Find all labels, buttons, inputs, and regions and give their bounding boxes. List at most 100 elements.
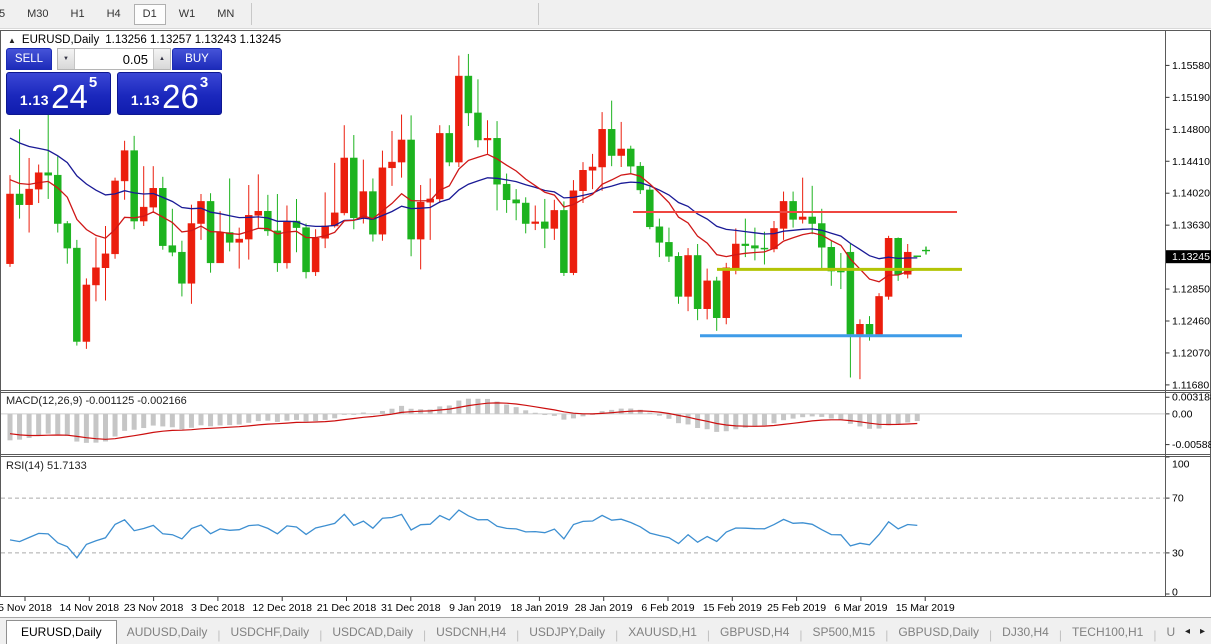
svg-text:25 Feb 2019: 25 Feb 2019 (767, 602, 826, 614)
tab-divider: | (217, 627, 221, 642)
svg-text:14 Nov 2018: 14 Nov 2018 (60, 602, 120, 614)
svg-text:1.12850: 1.12850 (1172, 284, 1210, 296)
svg-text:1.12070: 1.12070 (1172, 347, 1210, 359)
symbol-tab-eurusd-daily[interactable]: EURUSD,Daily (6, 620, 117, 644)
chevron-down-icon: ▼ (63, 56, 69, 62)
svg-text:18 Jan 2019: 18 Jan 2019 (510, 602, 568, 614)
volume-decrease-button[interactable]: ▼ (58, 49, 75, 69)
svg-text:1.14020: 1.14020 (1172, 188, 1210, 200)
svg-text:9 Jan 2019: 9 Jan 2019 (449, 602, 501, 614)
scroll-tabs-right-icon[interactable]: ▸ (1199, 626, 1205, 637)
svg-text:3 Dec 2018: 3 Dec 2018 (191, 602, 245, 614)
toolbar-divider (251, 3, 253, 25)
tab-divider: | (1153, 627, 1157, 642)
timeframe-button-w1[interactable]: W1 (170, 4, 205, 25)
sell-price-panel[interactable]: 1.13 24 5 (6, 72, 111, 115)
indicator-axes[interactable]: 0.003188 0.00 -0.005889 100 70 30 0 (1165, 392, 1211, 599)
svg-text:6 Mar 2019: 6 Mar 2019 (834, 602, 887, 614)
symbol-tab-dj30-h4[interactable]: DJ30,H4 (1002, 625, 1049, 639)
svg-text:1.11680: 1.11680 (1172, 379, 1209, 391)
timeframe-button-m30[interactable]: M30 (18, 4, 57, 25)
tab-divider: | (799, 627, 803, 642)
scroll-tabs-left-icon[interactable]: ◂ (1184, 626, 1190, 637)
sell-price-figure: 1.13 (19, 92, 50, 108)
chevron-up-icon: ▲ (159, 56, 165, 62)
buy-price-pips: 26 (162, 77, 199, 115)
svg-text:70: 70 (1172, 493, 1184, 505)
tab-divider: | (516, 627, 520, 642)
svg-text:15 Feb 2019: 15 Feb 2019 (703, 602, 762, 614)
symbol-tab-usdcnh-h4[interactable]: USDCNH,H4 (436, 625, 507, 639)
candles-layer (6, 53, 921, 380)
timeframe-button-h4[interactable]: H4 (98, 4, 130, 25)
svg-text:12 Dec 2018: 12 Dec 2018 (252, 602, 312, 614)
svg-text:21 Dec 2018: 21 Dec 2018 (317, 602, 377, 614)
macd-indicator-label: MACD(12,26,9) -0.001125 -0.002166 (6, 395, 187, 407)
timeframe-button-5[interactable]: 5 (0, 4, 14, 25)
sell-price-pips: 24 (51, 77, 88, 115)
collapse-chart-icon[interactable]: ▲ (8, 35, 16, 45)
chart-header: ▲ EURUSD,Daily 1.13256 1.13257 1.13243 1… (8, 34, 281, 46)
volume-increase-button[interactable]: ▲ (153, 49, 170, 69)
symbol-tabs: EURUSD,Daily AUDUSD,Daily | USDCHF,Daily | US… (0, 620, 1202, 644)
tab-divider: | (989, 627, 993, 642)
tab-divider: | (423, 627, 427, 642)
symbol-tab-usdcad-daily[interactable]: USDCAD,Daily (332, 625, 413, 639)
tab-divider: | (1058, 627, 1062, 642)
symbol-tab-bar: EURUSD,Daily AUDUSD,Daily | USDCHF,Daily | US… (0, 617, 1211, 644)
sell-button[interactable]: SELL (6, 48, 52, 70)
volume-input[interactable] (75, 49, 153, 69)
svg-text:5 Nov 2018: 5 Nov 2018 (0, 602, 52, 614)
symbol-tab-usdchf-daily[interactable]: USDCHF,Daily (230, 625, 310, 639)
toolbar-divider-2 (538, 3, 539, 25)
buy-price-pipette: 3 (199, 74, 209, 91)
svg-text:28 Jan 2019: 28 Jan 2019 (575, 602, 633, 614)
svg-text:23 Nov 2018: 23 Nov 2018 (124, 602, 184, 614)
chart-frame (0, 30, 1211, 597)
svg-text:0.00: 0.00 (1172, 408, 1193, 420)
symbol-tab-gbpusd-h4[interactable]: GBPUSD,H4 (720, 625, 790, 639)
buy-button[interactable]: BUY (172, 48, 222, 70)
drawn-hlines (633, 211, 962, 338)
price-axis[interactable]: 1.15580 1.15190 1.14800 1.14410 1.14020 1.136… (1165, 60, 1211, 391)
timeframe-button-mn[interactable]: MN (208, 4, 243, 25)
svg-text:1.15580: 1.15580 (1172, 60, 1210, 72)
current-bar-plus-marker (922, 246, 930, 255)
timeframe-buttons: 5 M30 H1 H4 D1 W1 MN (0, 3, 245, 25)
svg-text:30: 30 (1172, 547, 1184, 559)
indicator-levels (1, 413, 1166, 554)
svg-text:100: 100 (1172, 459, 1190, 471)
symbol-tab-xauusd-h1[interactable]: XAUUSD,H1 (628, 625, 697, 639)
symbol-tab-usdjpy-daily[interactable]: USDJPY,Daily (529, 625, 606, 639)
date-axis[interactable]: 5 Nov 2018 14 Nov 2018 23 Nov 2018 3 Dec 20… (0, 597, 955, 614)
svg-text:-0.005889: -0.005889 (1172, 439, 1211, 451)
svg-text:1.14800: 1.14800 (1172, 124, 1210, 136)
moving-averages (9, 137, 918, 283)
buy-price-figure: 1.13 (130, 92, 161, 108)
volume-stepper: ▼ ▲ (57, 48, 171, 70)
svg-text:6 Feb 2019: 6 Feb 2019 (641, 602, 694, 614)
tab-divider: | (706, 627, 711, 642)
symbol-tab-tech100-h1[interactable]: TECH100,H1 (1071, 625, 1144, 639)
buy-price-panel[interactable]: 1.13 26 3 (117, 72, 222, 115)
timeframe-button-h1[interactable]: H1 (62, 4, 94, 25)
symbol-tab-sp500-m15[interactable]: SP500,M15 (812, 625, 876, 639)
symbol-tab-gbpusd-daily[interactable]: GBPUSD,Daily (898, 625, 980, 639)
svg-text:1.13630: 1.13630 (1172, 220, 1210, 232)
svg-text:0.003188: 0.003188 (1172, 392, 1211, 404)
timeframe-toolbar: 5 M30 H1 H4 D1 W1 MN (0, 0, 1211, 29)
svg-text:0: 0 (1172, 587, 1178, 599)
tab-divider: | (615, 627, 619, 642)
timeframe-button-d1[interactable]: D1 (133, 3, 166, 25)
chart-ohlc-values: 1.13256 1.13257 1.13243 1.13245 (105, 34, 282, 46)
symbol-tab-audusd-daily[interactable]: AUDUSD,Daily (126, 625, 208, 639)
svg-text:1.12460: 1.12460 (1172, 316, 1210, 328)
rsi-line (9, 509, 918, 559)
chart-symbol-label: EURUSD,Daily (21, 34, 100, 46)
tab-divider: | (319, 627, 323, 642)
svg-text:1.15190: 1.15190 (1172, 92, 1210, 104)
sell-price-pipette: 5 (88, 74, 98, 91)
